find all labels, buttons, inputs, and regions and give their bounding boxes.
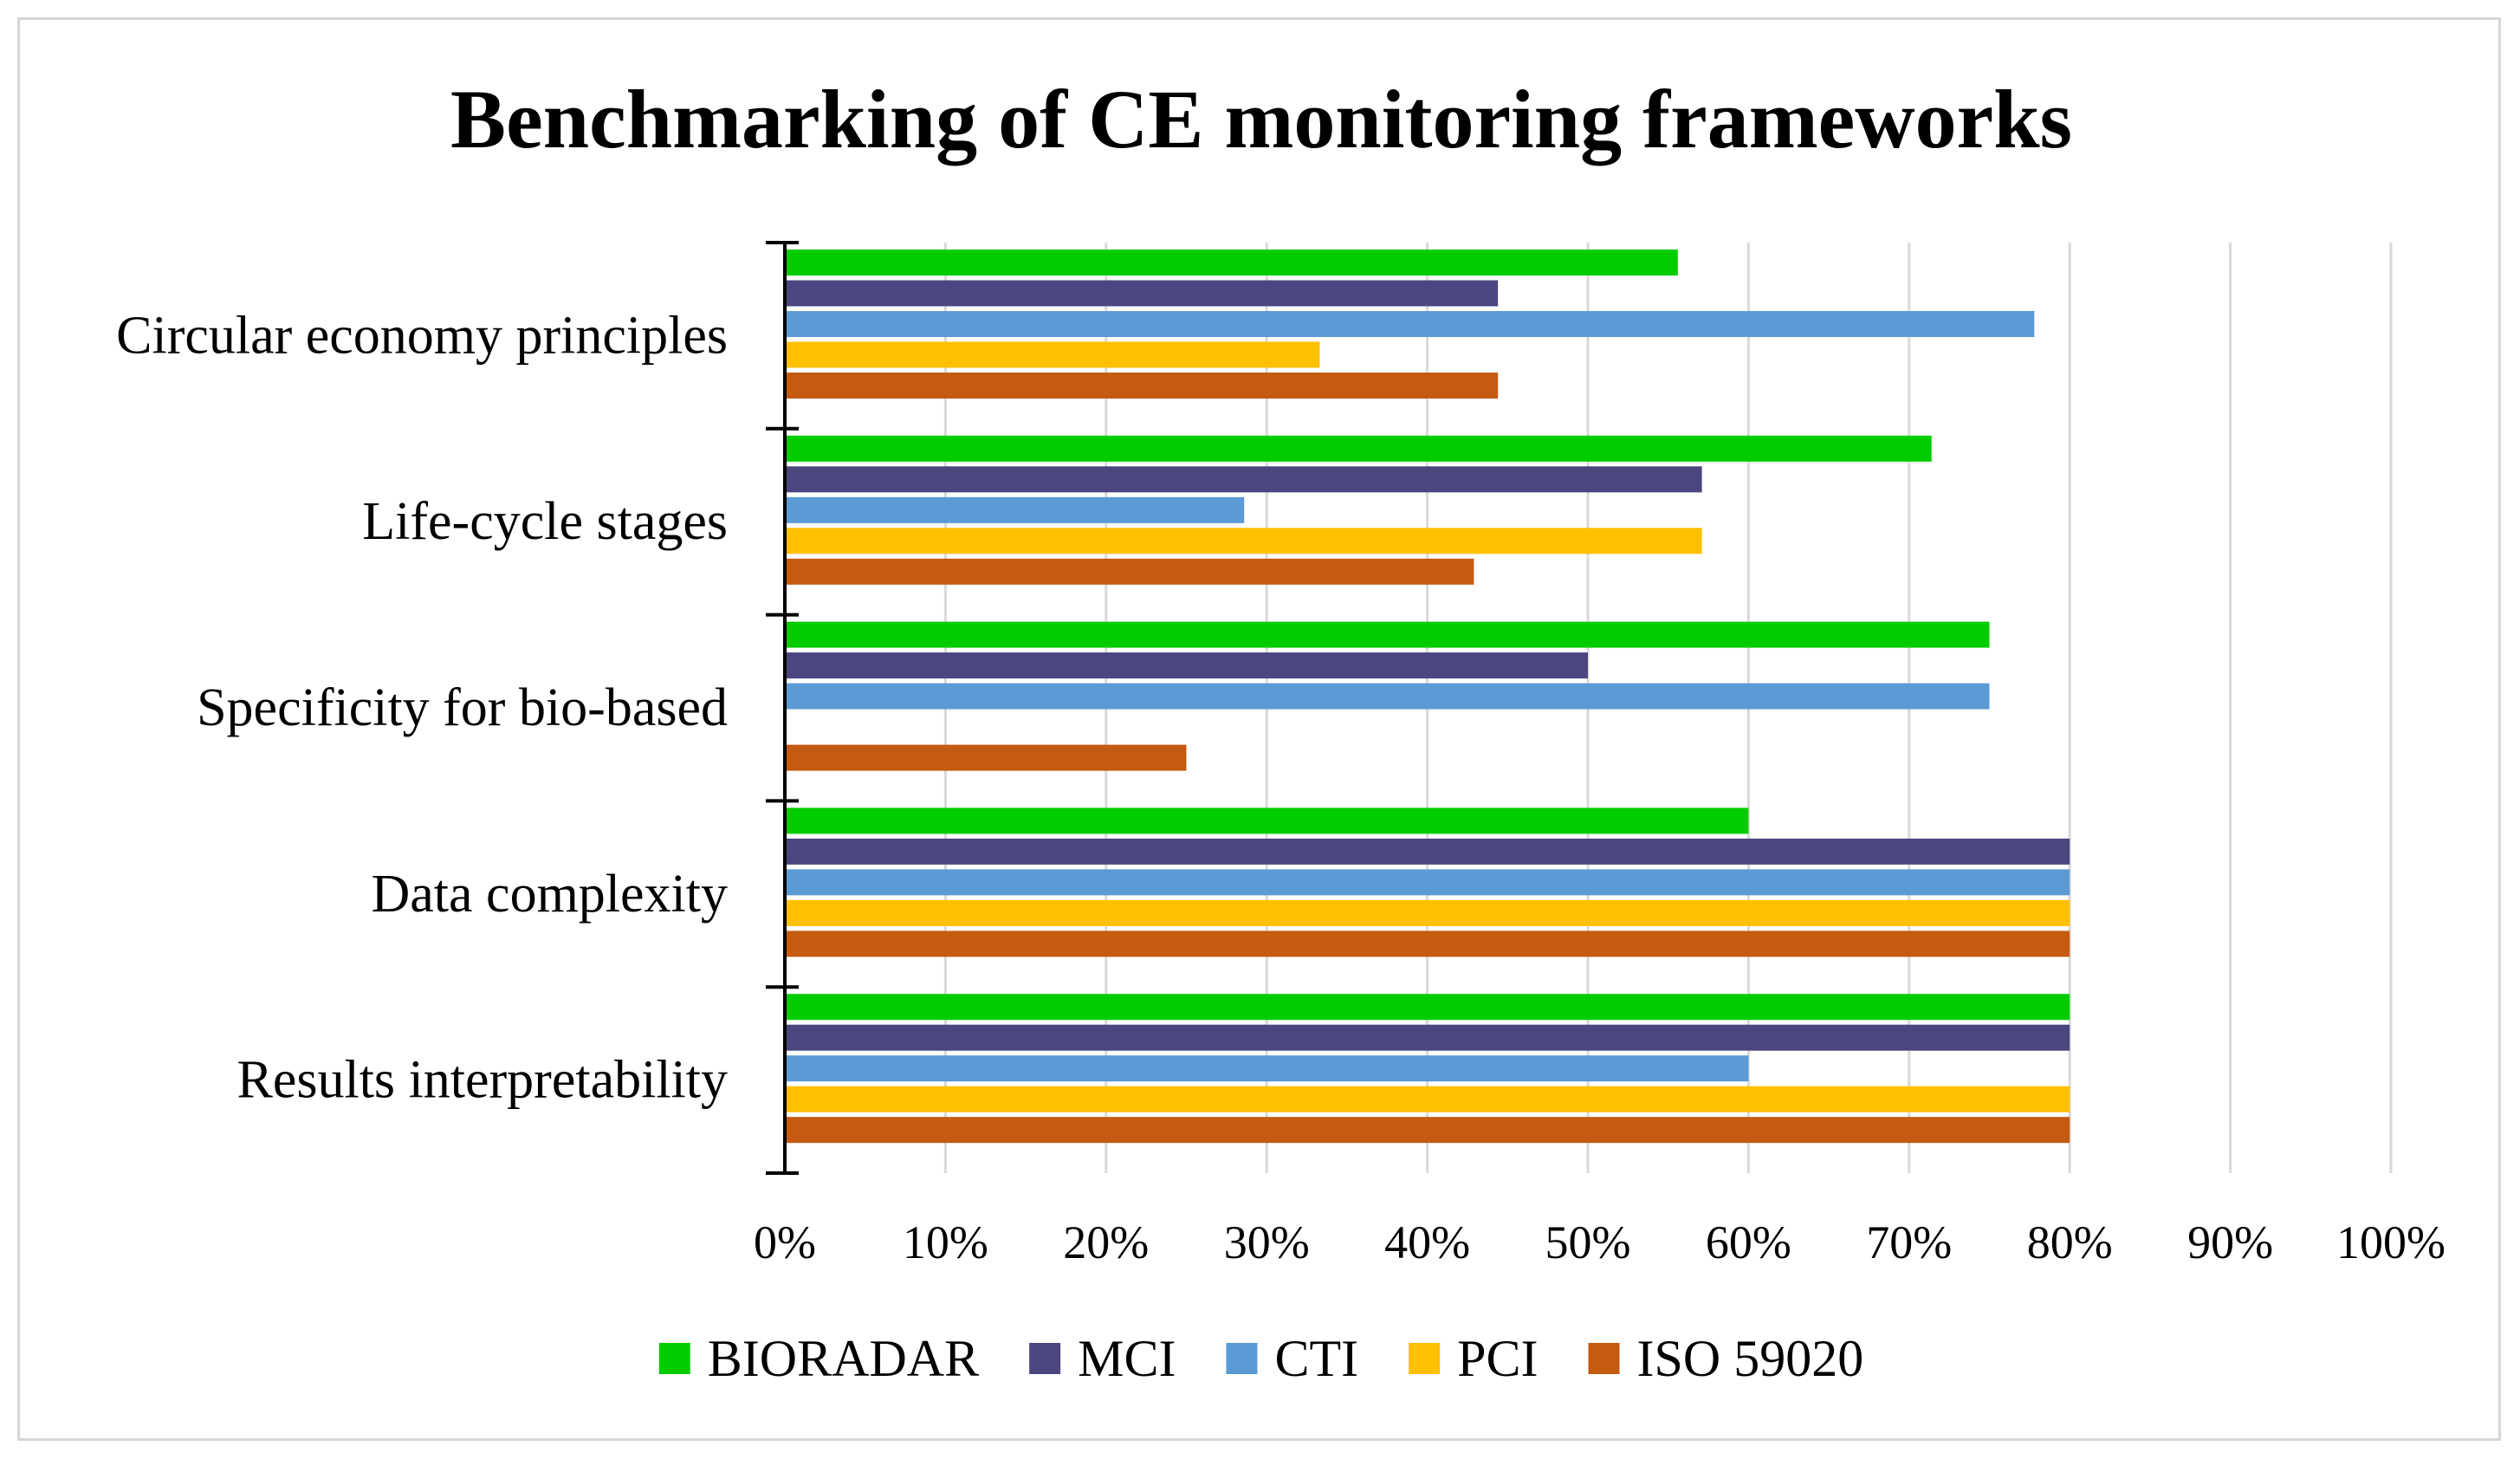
category-label: Circular economy principles [116, 306, 728, 365]
x-tick-label: 60% [1706, 1216, 1791, 1268]
bars [785, 250, 2070, 1144]
bar-pci [785, 899, 2070, 926]
bar-mci [785, 466, 1702, 493]
legend-swatch [658, 1343, 690, 1374]
bar-pci [785, 1086, 2070, 1112]
category-label: Life-cycle stages [362, 492, 728, 551]
bar-pci [785, 528, 1702, 554]
bar-bioradar [785, 435, 1932, 462]
x-tick-label: 90% [2187, 1216, 2273, 1268]
bar-iso-59020 [785, 931, 2070, 957]
bar-cti [785, 311, 2035, 337]
legend-swatch [1226, 1343, 1258, 1374]
legend-item: PCI [1409, 1330, 1539, 1387]
bar-mci [785, 280, 1499, 307]
legend-swatch [1588, 1343, 1620, 1374]
legend-swatch [1029, 1343, 1061, 1374]
legend-label: CTI [1275, 1330, 1359, 1387]
x-tick-label: 100% [2336, 1216, 2446, 1268]
x-tick-label: 10% [903, 1216, 988, 1268]
x-tick-label: 70% [1866, 1216, 1952, 1268]
bar-iso-59020 [785, 1117, 2070, 1144]
legend-item: MCI [1029, 1330, 1176, 1387]
bar-iso-59020 [785, 558, 1474, 585]
category-label: Results interpretability [236, 1051, 728, 1110]
legend-label: PCI [1457, 1330, 1538, 1387]
legend: BIORADAR MCI CTI PCI ISO 59020 [658, 1330, 1864, 1387]
bar-bioradar [785, 807, 1749, 834]
legend-item: BIORADAR [658, 1330, 979, 1387]
legend-measure: BIORADAR MCI CTI PCI ISO 59020 [658, 1330, 1864, 1387]
legend-item: ISO 59020 [1588, 1330, 1864, 1387]
bar-bioradar [785, 994, 2070, 1021]
category-labels: Circular economy principles Life-cycle st… [116, 306, 728, 1109]
bar-mci [785, 1024, 2070, 1051]
x-tick-label: 0% [754, 1216, 816, 1268]
x-tick-label: 80% [2027, 1216, 2113, 1268]
bar-bioradar [785, 621, 1990, 648]
y-axis [766, 241, 799, 1175]
x-tick-labels: 0% 10% 20% 30% 40% 50% 60% 70% 80% 90% 100% [754, 1216, 2446, 1268]
legend-label: MCI [1078, 1330, 1176, 1387]
bar-iso-59020 [785, 373, 1499, 399]
x-tick-label: 50% [1545, 1216, 1631, 1268]
x-tick-label: 20% [1063, 1216, 1149, 1268]
category-label: Specificity for bio-based [197, 678, 728, 737]
bar-cti [785, 869, 2070, 896]
bar-cti [785, 496, 1245, 523]
legend-item: CTI [1226, 1330, 1359, 1387]
legend-label: ISO 59020 [1637, 1330, 1864, 1387]
bar-pci [785, 341, 1320, 368]
bar-cti [785, 683, 1990, 710]
chart-title: Benchmarking of CE monitoring frameworks [450, 73, 2072, 165]
bar-bioradar [785, 250, 1678, 276]
bar-iso-59020 [785, 744, 1187, 771]
legend-swatch [1409, 1343, 1441, 1374]
bar-mci [785, 838, 2070, 865]
x-tick-label: 40% [1384, 1216, 1470, 1268]
legend-label: BIORADAR [708, 1330, 979, 1387]
x-tick-label: 30% [1224, 1216, 1310, 1268]
category-label: Data complexity [372, 865, 728, 924]
bar-cti [785, 1055, 1749, 1082]
bar-mci [785, 652, 1588, 679]
